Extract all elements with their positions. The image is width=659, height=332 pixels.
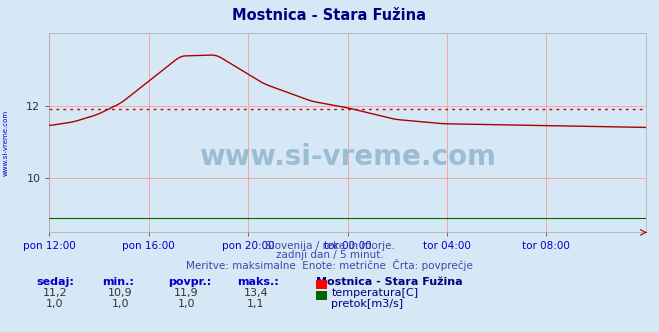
- Text: 11,2: 11,2: [42, 288, 67, 298]
- Text: sedaj:: sedaj:: [36, 277, 74, 287]
- Text: temperatura[C]: temperatura[C]: [331, 288, 418, 298]
- Text: www.si-vreme.com: www.si-vreme.com: [199, 143, 496, 171]
- Text: 13,4: 13,4: [243, 288, 268, 298]
- Text: min.:: min.:: [102, 277, 134, 287]
- Text: 1,0: 1,0: [178, 299, 195, 309]
- Text: pretok[m3/s]: pretok[m3/s]: [331, 299, 403, 309]
- Text: zadnji dan / 5 minut.: zadnji dan / 5 minut.: [275, 250, 384, 260]
- Text: 11,9: 11,9: [174, 288, 199, 298]
- Text: 1,0: 1,0: [46, 299, 63, 309]
- Text: Mostnica - Stara Fužina: Mostnica - Stara Fužina: [316, 277, 463, 287]
- Text: maks.:: maks.:: [237, 277, 279, 287]
- Text: 1,0: 1,0: [112, 299, 129, 309]
- Text: Meritve: maksimalne  Enote: metrične  Črta: povprečje: Meritve: maksimalne Enote: metrične Črta…: [186, 259, 473, 271]
- Text: 1,1: 1,1: [247, 299, 264, 309]
- Text: 10,9: 10,9: [108, 288, 133, 298]
- Text: Mostnica - Stara Fužina: Mostnica - Stara Fužina: [233, 8, 426, 23]
- Text: povpr.:: povpr.:: [168, 277, 212, 287]
- Text: www.si-vreme.com: www.si-vreme.com: [2, 110, 9, 176]
- Text: Slovenija / reke in morje.: Slovenija / reke in morje.: [264, 241, 395, 251]
